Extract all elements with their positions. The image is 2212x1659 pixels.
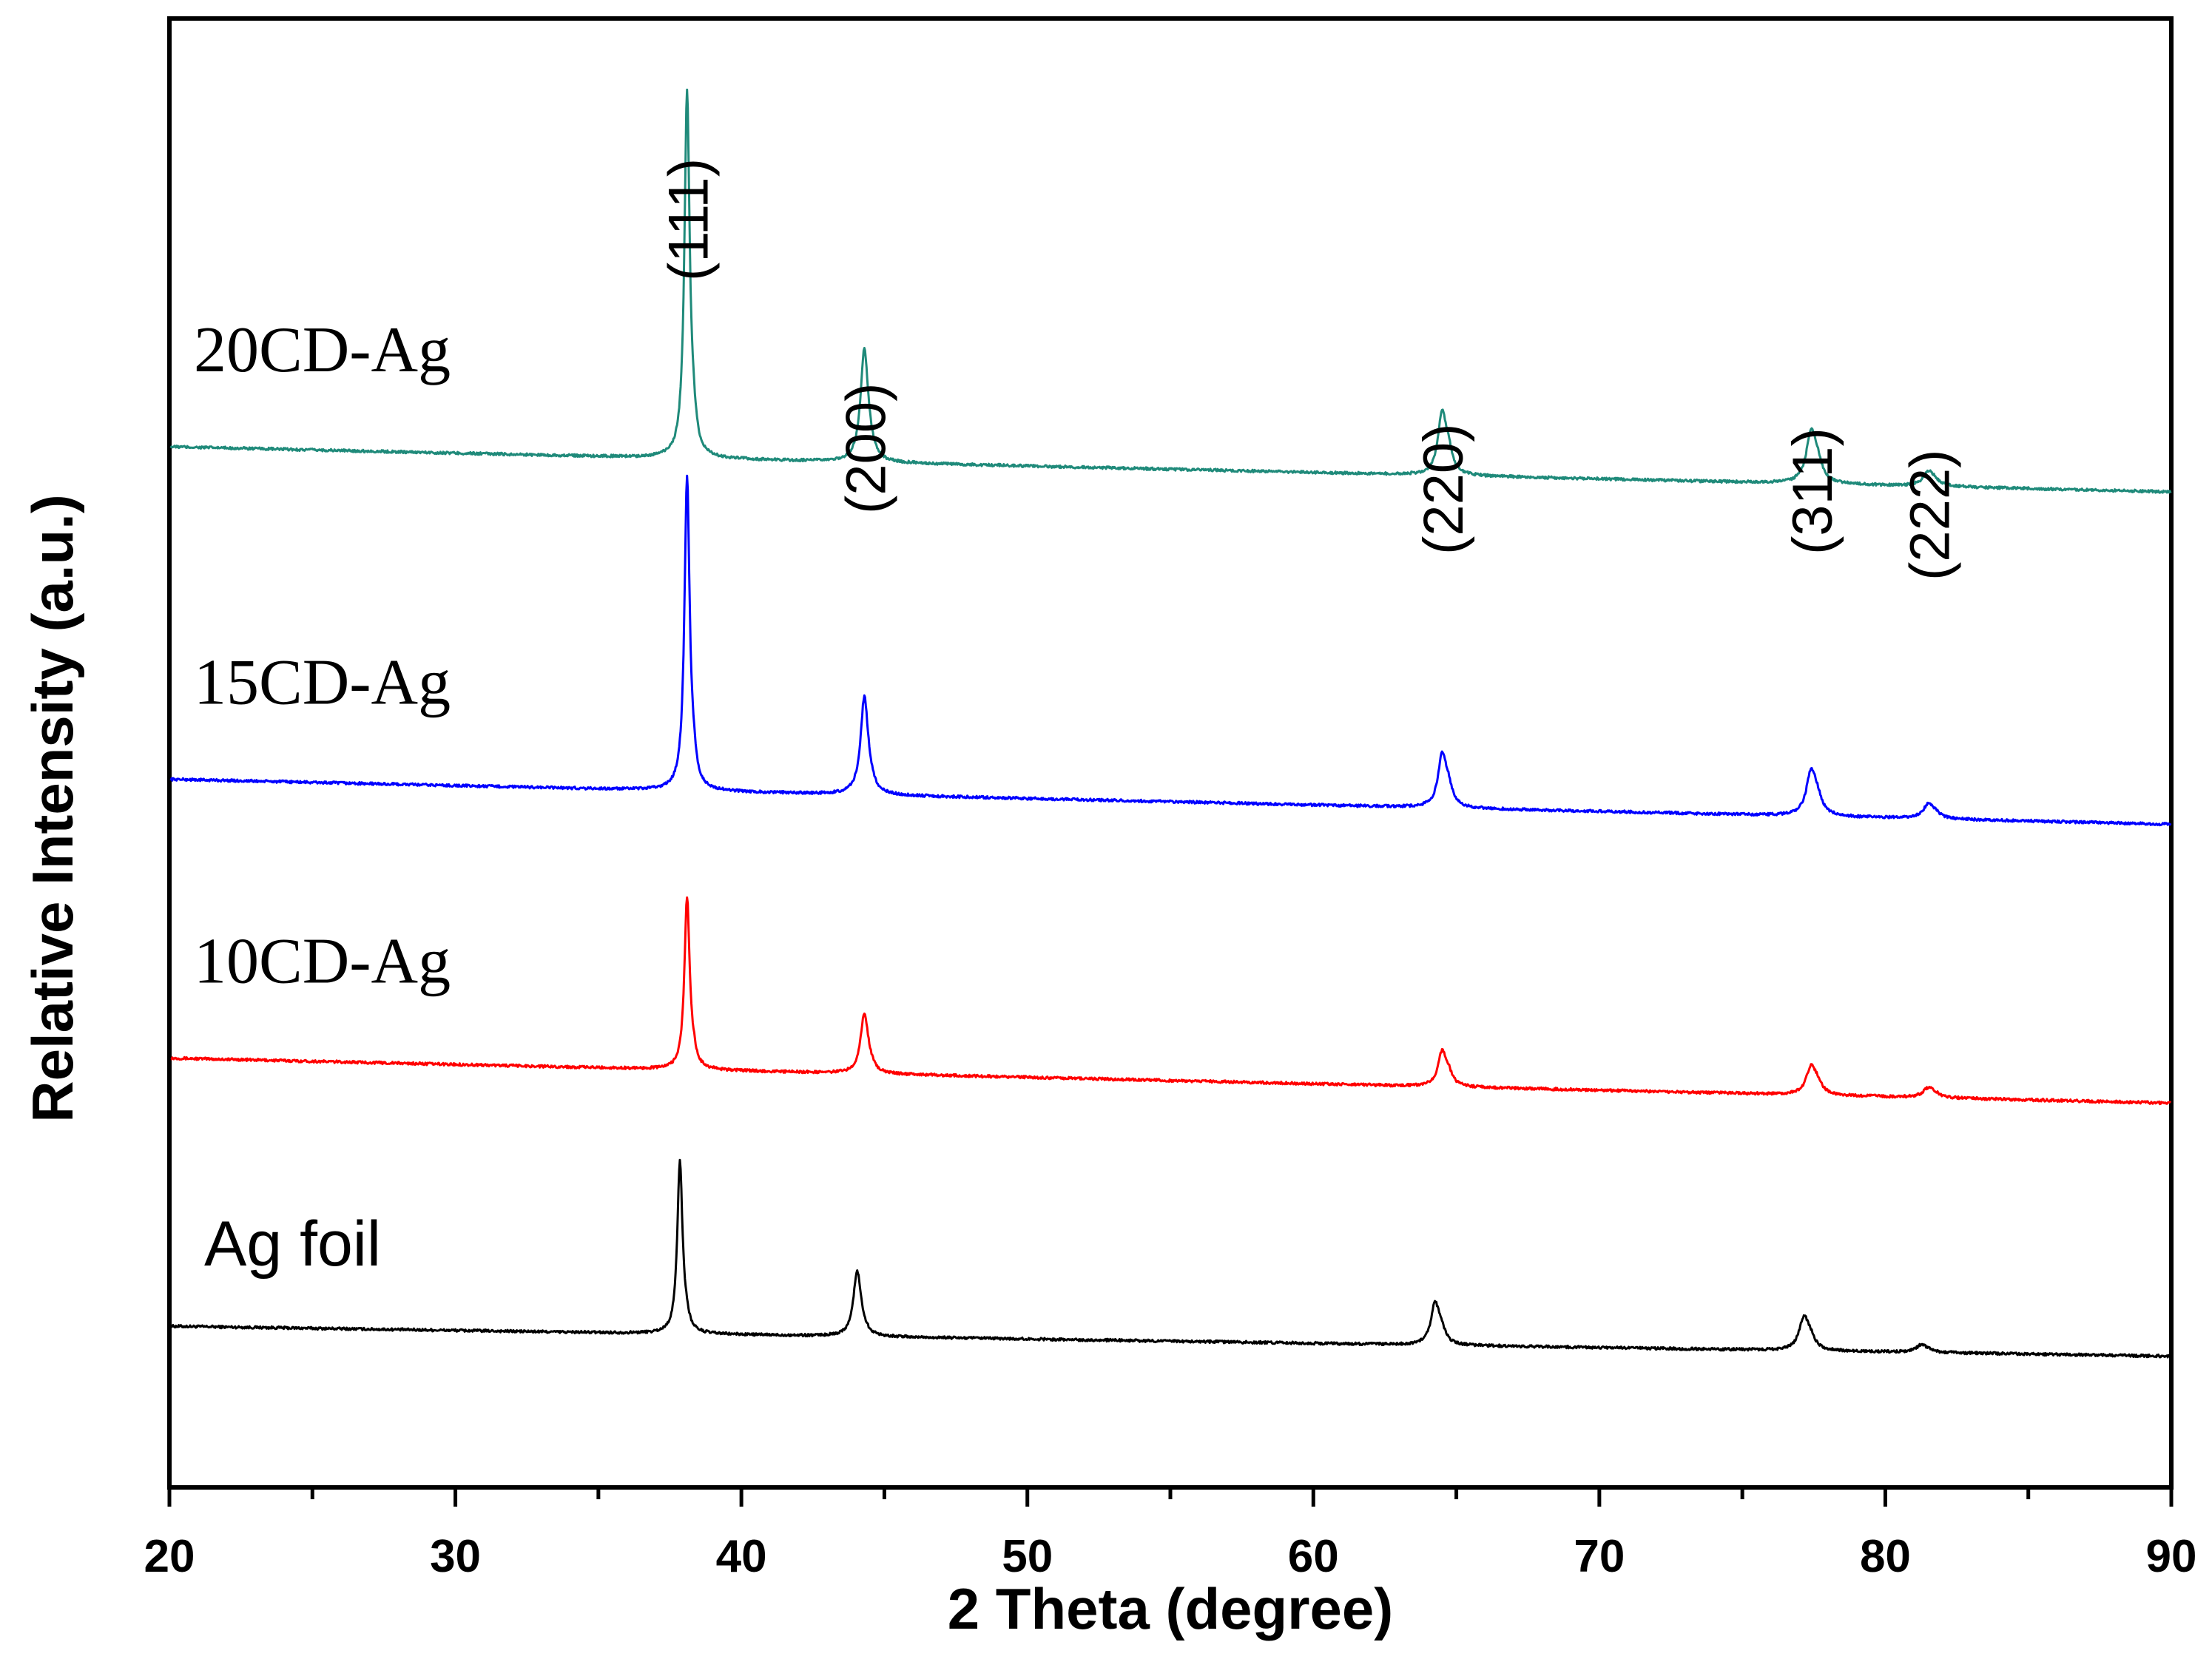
series-line-10cd-ag [170,896,2172,1106]
y-axis-title: Relative Intensity (a.u.) [20,494,85,1123]
series-line-ag-foil [169,1158,2171,1359]
peak-label: (200) [834,383,897,514]
series-line-15cd-ag [169,474,2172,827]
series-label: 15CD-Ag [194,647,451,719]
series-label: 20CD-Ag [194,314,451,386]
series-label: Ag foil [204,1209,381,1280]
peak-labels: (111) (200) (220) (311) (222) [658,158,1962,581]
x-tick-label: 40 [716,1531,767,1582]
peak-label: (111) [658,158,721,281]
x-axis-title: 2 Theta (degree) [948,1576,1393,1641]
x-tick-label: 70 [1574,1531,1625,1582]
plot-frame [167,16,2174,1490]
x-tick-label: 80 [1860,1531,1911,1582]
x-tick-label: 60 [1288,1531,1339,1582]
x-axis-ticks: 20 30 40 50 60 70 80 90 [144,1487,2197,1582]
peak-label: (220) [1412,424,1475,555]
series-layer [169,88,2172,1359]
series-labels: Ag foil 10CD-Ag 15CD-Ag 20CD-Ag [194,314,451,1280]
series-label: 10CD-Ag [194,926,451,998]
x-tick-label: 30 [430,1531,481,1582]
x-tick-label: 20 [144,1531,195,1582]
series-line-20cd-ag [169,88,2172,494]
peak-label: (222) [1898,450,1961,581]
x-tick-label: 90 [2146,1531,2197,1582]
peak-label: (311) [1781,428,1844,555]
x-tick-label: 50 [1002,1531,1053,1582]
